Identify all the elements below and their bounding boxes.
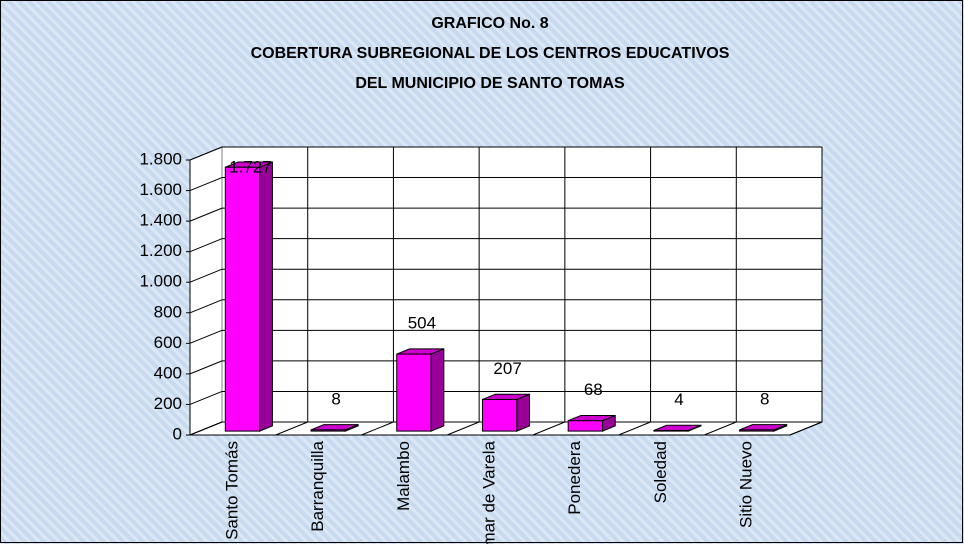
bar-side bbox=[430, 348, 445, 432]
x-tick-label: Santo Tomás bbox=[222, 441, 241, 540]
y-tick-label: 600 bbox=[154, 333, 182, 352]
chart-title: GRAFICO No. 8 bbox=[431, 15, 548, 32]
x-tick-label: Barranquilla bbox=[308, 440, 327, 531]
grid-line bbox=[189, 207, 223, 222]
bar bbox=[224, 166, 261, 432]
y-tick-label: 800 bbox=[154, 302, 182, 321]
floor-line bbox=[789, 421, 823, 436]
grid-line bbox=[189, 329, 223, 344]
grid-line bbox=[189, 390, 223, 405]
floor-line bbox=[275, 421, 308, 436]
bar-side bbox=[516, 393, 531, 432]
chart-title: COBERTURA SUBREGIONAL DE LOS CENTROS EDU… bbox=[251, 45, 730, 62]
y-tick-label: 1.000 bbox=[139, 272, 182, 291]
bar-side bbox=[259, 161, 273, 432]
data-label: 68 bbox=[584, 380, 603, 399]
data-label: 207 bbox=[493, 359, 521, 378]
y-tick-label: 1.800 bbox=[139, 149, 182, 168]
grid-line bbox=[189, 360, 223, 375]
data-label: 504 bbox=[408, 314, 436, 333]
data-label: 4 bbox=[674, 390, 683, 409]
data-label: 1.727 bbox=[229, 157, 272, 176]
y-tick-label: 0 bbox=[173, 424, 182, 443]
bar bbox=[653, 429, 689, 432]
grid-line bbox=[189, 238, 223, 253]
bar bbox=[567, 420, 603, 432]
grid-line bbox=[189, 268, 223, 283]
floor-line bbox=[532, 421, 566, 436]
x-tick-label: Palmar de Varela bbox=[479, 440, 498, 544]
data-label: 8 bbox=[331, 389, 340, 408]
x-tick-label: Soledad bbox=[651, 441, 670, 503]
bar bbox=[396, 353, 432, 432]
floor-line bbox=[361, 421, 394, 436]
grid-line bbox=[189, 421, 223, 436]
x-tick-label: Ponedera bbox=[565, 440, 584, 514]
floor-line bbox=[704, 421, 737, 436]
bar bbox=[739, 429, 775, 432]
y-tick-label: 1.200 bbox=[139, 241, 182, 260]
y-tick-label: 1.400 bbox=[139, 211, 182, 230]
y-tick-label: 200 bbox=[154, 394, 182, 413]
floor-line bbox=[446, 421, 480, 436]
grid-line bbox=[189, 177, 223, 192]
x-tick-label: Malambo bbox=[394, 441, 413, 511]
back-wall bbox=[221, 146, 823, 423]
floor-line bbox=[618, 421, 651, 436]
side-wall bbox=[189, 146, 223, 436]
grid-line bbox=[189, 299, 223, 314]
bar bbox=[310, 429, 346, 432]
y-tick-label: 1.600 bbox=[139, 180, 182, 199]
data-label: 8 bbox=[760, 389, 769, 408]
chart-title: DEL MUNICIPIO DE SANTO TOMAS bbox=[355, 75, 625, 92]
x-tick-label: Sitio Nuevo bbox=[737, 441, 756, 528]
y-tick-label: 400 bbox=[154, 363, 182, 382]
bar bbox=[481, 398, 518, 432]
grid-line bbox=[189, 146, 223, 161]
